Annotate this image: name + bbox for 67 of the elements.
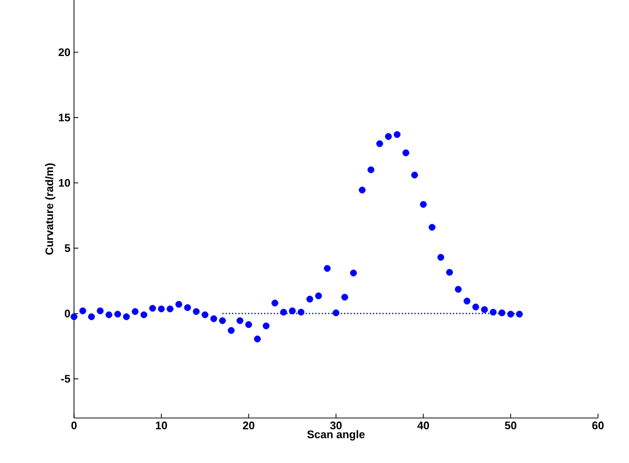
y-tick-label: 10 xyxy=(58,178,70,187)
point xyxy=(358,186,366,194)
point xyxy=(472,304,480,310)
point xyxy=(332,309,340,316)
point xyxy=(385,133,392,140)
y-tick-label: 20 xyxy=(58,48,70,56)
point xyxy=(464,298,470,304)
point xyxy=(192,308,200,315)
point xyxy=(490,308,497,316)
x-tick-label: 0 xyxy=(71,422,77,430)
point xyxy=(428,224,436,231)
point xyxy=(114,310,122,318)
point xyxy=(446,268,453,276)
y-tick-label: -5 xyxy=(61,374,70,383)
point xyxy=(271,300,278,306)
point xyxy=(236,317,244,324)
point xyxy=(184,304,191,312)
point xyxy=(350,270,357,276)
point xyxy=(368,166,374,174)
y-tick-label: 0 xyxy=(64,310,70,318)
point xyxy=(79,307,86,314)
point xyxy=(280,308,287,316)
point xyxy=(454,286,462,293)
x-tick-label: 30 xyxy=(330,422,342,430)
point xyxy=(202,311,208,318)
y-axis-title: Curvature (rad/m) xyxy=(45,163,56,255)
y-tick-label: 5 xyxy=(64,244,70,252)
point xyxy=(166,306,174,312)
point xyxy=(132,308,139,315)
y-tick-label: 15 xyxy=(58,114,70,122)
point xyxy=(149,304,156,312)
point xyxy=(507,310,514,318)
point xyxy=(411,172,418,178)
point xyxy=(402,149,410,156)
point xyxy=(324,265,331,272)
x-tick-label: 20 xyxy=(242,422,254,430)
point xyxy=(420,201,427,208)
point xyxy=(123,313,130,320)
point xyxy=(262,322,270,330)
point xyxy=(245,321,252,328)
point xyxy=(140,311,148,318)
point xyxy=(315,292,322,300)
point xyxy=(298,308,304,316)
point xyxy=(376,140,384,148)
point xyxy=(516,310,523,318)
point xyxy=(158,306,165,312)
point xyxy=(219,317,226,324)
x-tick-label: 10 xyxy=(156,422,167,430)
point xyxy=(210,315,218,322)
x-tick-label: 60 xyxy=(592,422,604,430)
point xyxy=(88,313,95,320)
point xyxy=(70,313,78,320)
x-tick-label: 40 xyxy=(417,422,429,430)
point xyxy=(481,306,488,313)
point xyxy=(288,307,296,314)
point xyxy=(175,300,182,308)
point xyxy=(341,294,348,301)
x-tick-label: 50 xyxy=(504,422,516,430)
point xyxy=(96,307,104,314)
point xyxy=(106,311,112,318)
point xyxy=(228,327,235,334)
point xyxy=(306,296,314,303)
point xyxy=(498,309,506,316)
point xyxy=(254,336,261,342)
point xyxy=(437,254,444,261)
point xyxy=(394,131,401,138)
x-axis-title: Scan angle xyxy=(307,430,365,440)
